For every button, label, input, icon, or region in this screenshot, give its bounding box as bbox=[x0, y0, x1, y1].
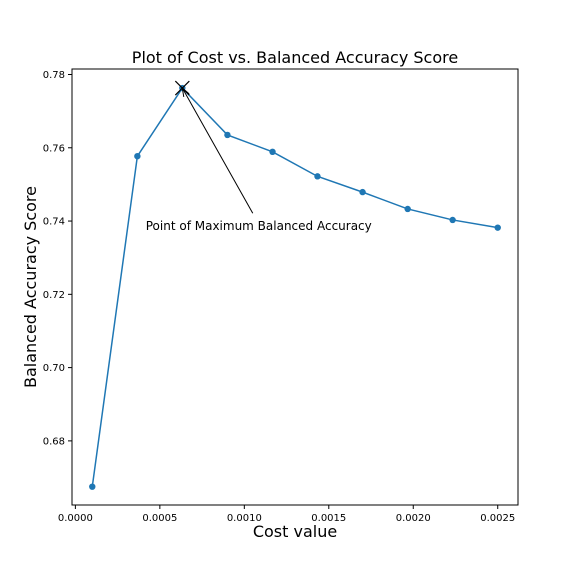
annotation-text: Point of Maximum Balanced Accuracy bbox=[146, 219, 372, 233]
y-axis: 0.68 0.70 0.72 0.74 0.76 0.78 bbox=[43, 70, 72, 447]
data-point bbox=[404, 205, 411, 213]
y-tick-label: 0.78 bbox=[43, 70, 65, 81]
y-tick-label: 0.72 bbox=[43, 290, 65, 301]
plot-area: 0.0000 0.0005 0.0010 0.0015 0.0020 0.0025 0.6… bbox=[43, 68, 519, 524]
chart-title: Plot of Cost vs. Balanced Accuracy Score bbox=[132, 48, 458, 67]
x-tick-label: 0.0010 bbox=[227, 513, 262, 524]
data-point bbox=[449, 216, 456, 224]
data-point bbox=[134, 153, 141, 160]
data-point bbox=[269, 148, 276, 156]
x-tick-label: 0.0025 bbox=[480, 513, 515, 524]
x-tick-label: 0.0015 bbox=[311, 513, 346, 524]
series-line bbox=[91, 86, 498, 487]
data-point bbox=[494, 224, 501, 231]
data-point bbox=[359, 188, 366, 196]
data-point bbox=[224, 131, 231, 139]
y-tick-label: 0.70 bbox=[43, 363, 65, 374]
data-point bbox=[89, 483, 96, 490]
x-tick-label: 0.0000 bbox=[58, 513, 93, 524]
series-layer bbox=[89, 84, 501, 490]
annotation-arrow bbox=[181, 86, 254, 214]
y-axis-title: Balanced Accuracy Score bbox=[21, 186, 40, 388]
data-point bbox=[314, 173, 321, 180]
x-axis: 0.0000 0.0005 0.0010 0.0015 0.0020 0.0025 bbox=[58, 505, 515, 524]
x-axis-title: Cost value bbox=[253, 522, 337, 541]
plot-frame bbox=[71, 68, 519, 506]
x-tick-label: 0.0005 bbox=[142, 513, 177, 524]
y-tick-label: 0.68 bbox=[43, 436, 65, 447]
y-tick-label: 0.76 bbox=[43, 143, 65, 154]
y-tick-label: 0.74 bbox=[43, 217, 65, 228]
annotation-layer: Point of Maximum Balanced Accuracy bbox=[146, 80, 372, 233]
x-tick-label: 0.0020 bbox=[396, 513, 431, 524]
